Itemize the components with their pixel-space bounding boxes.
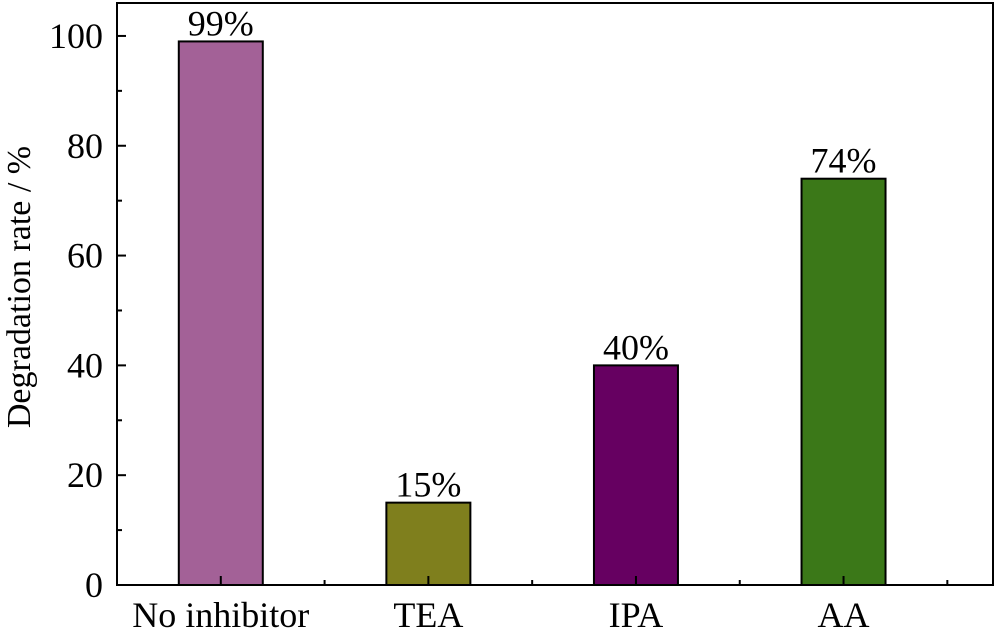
data-label: 74% bbox=[811, 141, 877, 181]
bar-ipa bbox=[592, 364, 679, 586]
x-tick-label: AA bbox=[818, 595, 870, 632]
data-label: 99% bbox=[188, 3, 254, 43]
plot-frame bbox=[116, 2, 994, 586]
y-tick-label: 80 bbox=[67, 126, 103, 166]
bars-layer bbox=[177, 40, 887, 587]
x-tick-label: TEA bbox=[393, 595, 463, 632]
y-tick-label: 40 bbox=[67, 345, 103, 385]
y-tick-label: 60 bbox=[67, 236, 103, 276]
bar-aa bbox=[800, 177, 887, 586]
data-label: 40% bbox=[603, 327, 669, 367]
data-labels-layer: 99% 15% 40% 74% bbox=[188, 3, 877, 504]
data-label: 15% bbox=[395, 465, 461, 505]
x-tick-label: No inhibitor bbox=[132, 595, 309, 632]
x-tick-label: IPA bbox=[609, 595, 664, 632]
bar-no-inhibitor bbox=[177, 40, 264, 587]
y-tick-label: 100 bbox=[49, 16, 103, 56]
bar-tea bbox=[385, 501, 472, 586]
y-tick-label: 0 bbox=[85, 565, 103, 605]
axes-layer: 0 20 40 60 80 100 No inhibitor TEA IPA AA bbox=[49, 2, 994, 632]
y-tick-label: 20 bbox=[67, 455, 103, 495]
y-axis-title: Degradation rate / % bbox=[1, 146, 38, 428]
